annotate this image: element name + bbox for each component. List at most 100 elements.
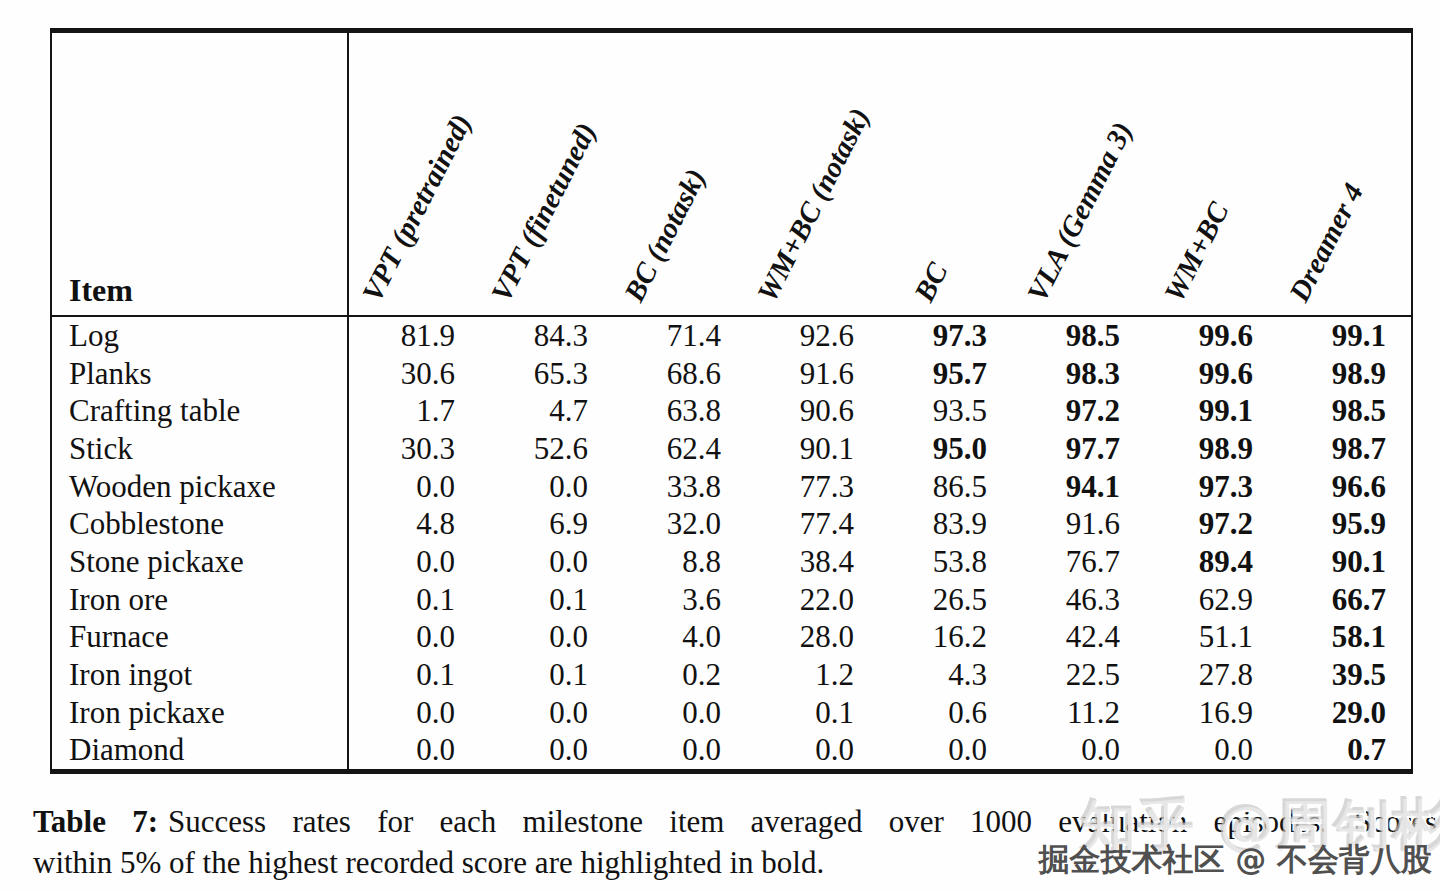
value-cell: 77.3 bbox=[746, 469, 879, 505]
table-row: Stick30.352.662.490.195.097.798.998.7 bbox=[52, 430, 1411, 468]
value-cell: 65.3 bbox=[480, 356, 613, 392]
value-cell: 90.1 bbox=[746, 431, 879, 467]
value-cell: 91.6 bbox=[1012, 506, 1145, 542]
table-row: Diamond0.00.00.00.00.00.00.00.7 bbox=[52, 731, 1411, 769]
item-cell: Iron ore bbox=[52, 582, 347, 618]
item-cell: Cobblestone bbox=[52, 506, 347, 542]
column-header: VPT (pretrained) bbox=[355, 109, 479, 307]
value-cell: 0.0 bbox=[746, 732, 879, 768]
value-cell: 0.0 bbox=[613, 732, 746, 768]
value-cell: 90.6 bbox=[746, 393, 879, 429]
table-row: Wooden pickaxe0.00.033.877.386.594.197.3… bbox=[52, 468, 1411, 506]
value-cell: 77.4 bbox=[746, 506, 879, 542]
value-cell: 97.3 bbox=[879, 318, 1012, 354]
value-cell: 4.8 bbox=[347, 506, 480, 542]
value-cell: 46.3 bbox=[1012, 582, 1145, 618]
value-cell: 0.0 bbox=[613, 695, 746, 731]
value-cell: 66.7 bbox=[1278, 582, 1411, 618]
value-cell: 52.6 bbox=[480, 431, 613, 467]
column-header: BC bbox=[907, 257, 955, 307]
results-table: Item VPT (pretrained)VPT (finetuned)BC (… bbox=[50, 28, 1413, 774]
value-cell: 0.0 bbox=[480, 732, 613, 768]
value-cell: 58.1 bbox=[1278, 619, 1411, 655]
table-row: Planks30.665.368.691.695.798.399.698.9 bbox=[52, 355, 1411, 393]
value-cell: 28.0 bbox=[746, 619, 879, 655]
value-cell: 4.3 bbox=[879, 657, 1012, 693]
value-cell: 0.0 bbox=[480, 695, 613, 731]
value-cell: 4.0 bbox=[613, 619, 746, 655]
value-cell: 32.0 bbox=[613, 506, 746, 542]
value-cell: 26.5 bbox=[879, 582, 1012, 618]
value-cell: 98.9 bbox=[1278, 356, 1411, 392]
value-cell: 27.8 bbox=[1145, 657, 1278, 693]
value-cell: 0.0 bbox=[347, 619, 480, 655]
value-cell: 0.0 bbox=[347, 695, 480, 731]
value-cell: 51.1 bbox=[1145, 619, 1278, 655]
value-cell: 0.1 bbox=[347, 657, 480, 693]
value-cell: 63.8 bbox=[613, 393, 746, 429]
item-cell: Stick bbox=[52, 431, 347, 467]
value-cell: 11.2 bbox=[1012, 695, 1145, 731]
value-cell: 0.0 bbox=[347, 469, 480, 505]
value-cell: 84.3 bbox=[480, 318, 613, 354]
value-cell: 94.1 bbox=[1012, 469, 1145, 505]
value-cell: 99.1 bbox=[1145, 393, 1278, 429]
value-cell: 8.8 bbox=[613, 544, 746, 580]
value-cell: 1.7 bbox=[347, 393, 480, 429]
value-cell: 0.0 bbox=[347, 544, 480, 580]
value-cell: 83.9 bbox=[879, 506, 1012, 542]
value-cell: 0.6 bbox=[879, 695, 1012, 731]
value-cell: 98.5 bbox=[1012, 318, 1145, 354]
item-cell: Wooden pickaxe bbox=[52, 469, 347, 505]
value-cell: 62.9 bbox=[1145, 582, 1278, 618]
value-cell: 86.5 bbox=[879, 469, 1012, 505]
value-cell: 99.6 bbox=[1145, 318, 1278, 354]
value-cell: 0.0 bbox=[480, 619, 613, 655]
table-body: Log81.984.371.492.697.398.599.699.1Plank… bbox=[52, 317, 1411, 769]
value-cell: 97.3 bbox=[1145, 469, 1278, 505]
table-row: Crafting table1.74.763.890.693.597.299.1… bbox=[52, 392, 1411, 430]
value-cell: 68.6 bbox=[613, 356, 746, 392]
value-cell: 99.6 bbox=[1145, 356, 1278, 392]
table-row: Furnace0.00.04.028.016.242.451.158.1 bbox=[52, 618, 1411, 656]
value-cell: 92.6 bbox=[746, 318, 879, 354]
caption-line-1: Table 7: Success rates for each milestone… bbox=[33, 801, 1437, 842]
value-cell: 38.4 bbox=[746, 544, 879, 580]
value-cell: 89.4 bbox=[1145, 544, 1278, 580]
value-cell: 22.5 bbox=[1012, 657, 1145, 693]
page: Item VPT (pretrained)VPT (finetuned)BC (… bbox=[0, 0, 1440, 891]
column-header: Dreamer 4 bbox=[1282, 177, 1370, 307]
item-cell: Iron ingot bbox=[52, 657, 347, 693]
value-cell: 0.0 bbox=[480, 469, 613, 505]
caption-text: Success rates for each milestone item av… bbox=[168, 804, 1437, 839]
value-cell: 30.6 bbox=[347, 356, 480, 392]
value-cell: 98.5 bbox=[1278, 393, 1411, 429]
item-cell: Diamond bbox=[52, 732, 347, 768]
caption-label: Table 7: bbox=[33, 804, 158, 839]
table-row: Log81.984.371.492.697.398.599.699.1 bbox=[52, 317, 1411, 355]
value-cell: 16.2 bbox=[879, 619, 1012, 655]
value-cell: 0.0 bbox=[480, 544, 613, 580]
value-cell: 91.6 bbox=[746, 356, 879, 392]
item-cell: Iron pickaxe bbox=[52, 695, 347, 731]
value-cell: 0.0 bbox=[1145, 732, 1278, 768]
value-cell: 0.1 bbox=[746, 695, 879, 731]
value-cell: 53.8 bbox=[879, 544, 1012, 580]
column-header: VLA (Gemma 3) bbox=[1020, 116, 1140, 307]
value-cell: 97.2 bbox=[1012, 393, 1145, 429]
value-cell: 96.6 bbox=[1278, 469, 1411, 505]
item-cell: Planks bbox=[52, 356, 347, 392]
value-cell: 98.7 bbox=[1278, 431, 1411, 467]
column-header: VPT (finetuned) bbox=[484, 117, 603, 307]
value-cell: 0.0 bbox=[1012, 732, 1145, 768]
value-cell: 95.0 bbox=[879, 431, 1012, 467]
item-cell: Crafting table bbox=[52, 393, 347, 429]
table-caption: Table 7: Success rates for each milestone… bbox=[33, 801, 1437, 883]
value-cell: 99.1 bbox=[1278, 318, 1411, 354]
table-row: Iron ore0.10.13.622.026.546.362.966.7 bbox=[52, 581, 1411, 619]
value-cell: 98.9 bbox=[1145, 431, 1278, 467]
value-cell: 81.9 bbox=[347, 318, 480, 354]
value-cell: 0.7 bbox=[1278, 732, 1411, 768]
caption-line-2: within 5% of the highest recorded score … bbox=[33, 842, 1437, 883]
value-cell: 62.4 bbox=[613, 431, 746, 467]
